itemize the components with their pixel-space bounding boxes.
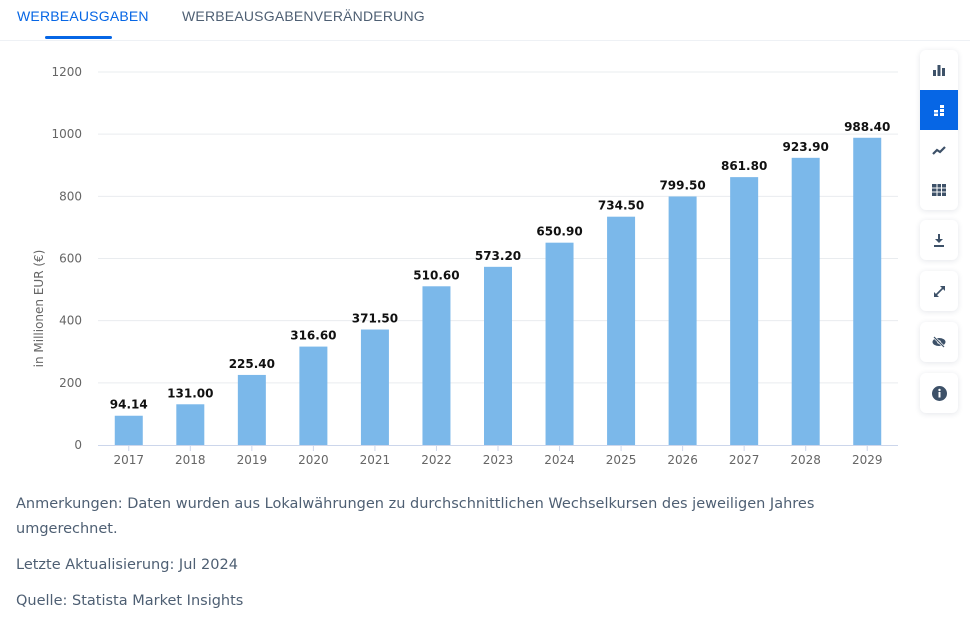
- x-tick-label: 2028: [790, 453, 821, 467]
- y-tick-label: 400: [59, 314, 82, 328]
- x-tick-label: 2017: [113, 453, 144, 467]
- value-label: 573.20: [475, 249, 521, 263]
- download-button-inner: [920, 220, 958, 260]
- tab-werbeausgaben[interactable]: WERBEAUSGABEN: [17, 8, 149, 24]
- x-tick-label: 2020: [298, 453, 329, 467]
- y-axis-ticks: 0 200 400 600 800 1000 1200: [51, 65, 82, 452]
- tab-werbeausgabenveraenderung[interactable]: WERBEAUSGABENVERÄNDERUNG: [182, 8, 425, 24]
- value-labels: 94.14 131.00 225.40 316.60 371.50 510.60 573.2…: [110, 120, 891, 412]
- bar-chart: 0 200 400 600 800 1000 1200 94.14 131.00 225.40 3…: [32, 65, 898, 467]
- value-label: 316.60: [290, 329, 336, 343]
- table-button[interactable]: [920, 170, 958, 210]
- chart-type-group: [920, 50, 958, 210]
- tab-bar: WERBEAUSGABEN WERBEAUSGABENVERÄNDERUNG: [0, 0, 970, 41]
- bar-2023[interactable]: [484, 266, 512, 445]
- x-tick-label: 2029: [852, 453, 883, 467]
- x-tick-label: 2027: [729, 453, 760, 467]
- bars: [114, 137, 882, 445]
- bar-2024[interactable]: [545, 242, 574, 445]
- stacked-bars-button[interactable]: [920, 90, 958, 130]
- info-button-inner: [920, 373, 958, 413]
- bar-2018[interactable]: [176, 404, 205, 445]
- bar-2029[interactable]: [853, 137, 882, 445]
- y-axis-label: in Millionen EUR (€): [32, 250, 46, 368]
- line-chart-button[interactable]: [920, 130, 958, 170]
- download-button[interactable]: [920, 220, 958, 260]
- info-button[interactable]: [920, 373, 958, 413]
- hide-button-inner: [920, 322, 958, 362]
- bar-2027[interactable]: [730, 177, 759, 445]
- x-tick-label: 2022: [421, 453, 452, 467]
- x-tick-label: 2025: [606, 453, 637, 467]
- value-label: 734.50: [598, 199, 644, 213]
- value-label: 799.50: [659, 178, 705, 192]
- bar-2025[interactable]: [607, 216, 636, 445]
- bar-2021[interactable]: [360, 329, 389, 445]
- chart-container: 0 200 400 600 800 1000 1200 94.14 131.00 225.40 3…: [0, 40, 910, 480]
- y-tick-label: 1000: [51, 127, 82, 141]
- x-tick-label: 2024: [544, 453, 575, 467]
- source-text: Quelle: Statista Market Insights: [16, 593, 244, 609]
- x-tick-label: 2023: [483, 453, 514, 467]
- hide-icon: [932, 336, 946, 348]
- bar-2017[interactable]: [114, 415, 143, 445]
- hide-button[interactable]: [920, 322, 958, 362]
- x-tick-label: 2019: [237, 453, 268, 467]
- info-icon: [931, 385, 947, 401]
- remarks-text: Anmerkungen: Daten wurden aus Lokalwähru…: [16, 496, 815, 537]
- x-axis-ticks: 2017 2018 2019 2020 2021 2022 2023 2024 2025 2026…: [113, 445, 883, 467]
- chart-notes: Anmerkungen: Daten wurden aus Lokalwähru…: [16, 492, 876, 625]
- gridlines: [98, 71, 898, 384]
- x-tick-label: 2018: [175, 453, 206, 467]
- y-tick-label: 0: [74, 438, 82, 452]
- bar-chart-icon: [932, 63, 946, 77]
- fullscreen-button[interactable]: [920, 271, 958, 311]
- value-label: 94.14: [110, 398, 148, 412]
- download-icon: [933, 233, 945, 247]
- fullscreen-icon: [933, 285, 946, 298]
- bar-2022[interactable]: [422, 286, 451, 445]
- bar-2026[interactable]: [668, 196, 697, 445]
- value-label: 510.60: [413, 268, 459, 282]
- x-tick-label: 2026: [667, 453, 698, 467]
- value-label: 923.90: [783, 140, 829, 154]
- stacked-bars-icon: [932, 103, 946, 117]
- y-tick-label: 800: [59, 189, 82, 203]
- last-update-text: Letzte Aktualisierung: Jul 2024: [16, 557, 238, 573]
- y-tick-label: 1200: [51, 65, 82, 79]
- line-chart-icon: [932, 143, 946, 157]
- value-label: 371.50: [352, 312, 398, 326]
- value-label: 131.00: [167, 386, 213, 400]
- y-tick-label: 600: [59, 252, 82, 266]
- table-icon: [932, 184, 946, 196]
- active-tab-indicator: [45, 36, 112, 39]
- x-tick-label: 2021: [360, 453, 391, 467]
- value-label: 650.90: [536, 225, 582, 239]
- value-label: 988.40: [844, 120, 890, 134]
- y-tick-label: 200: [59, 376, 82, 390]
- value-label: 225.40: [229, 357, 275, 371]
- bar-2020[interactable]: [299, 346, 328, 445]
- value-label: 861.80: [721, 159, 767, 173]
- bar-chart-button[interactable]: [920, 50, 958, 90]
- bar-2028[interactable]: [791, 157, 820, 445]
- bar-2019[interactable]: [237, 374, 266, 445]
- fullscreen-button-inner: [920, 271, 958, 311]
